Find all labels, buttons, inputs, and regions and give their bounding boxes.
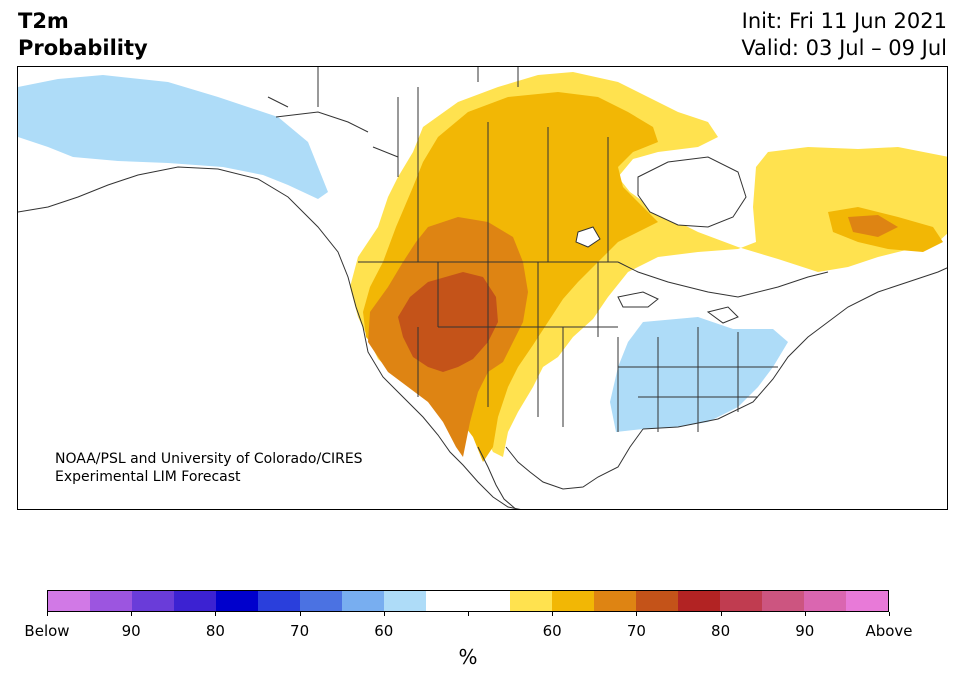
colorbar-segment <box>510 591 552 611</box>
colorbar-tick <box>215 612 217 616</box>
valid-date: Valid: 03 Jul – 09 Jul <box>741 36 947 60</box>
colorbar-segment <box>300 591 342 611</box>
colorbar-tick-label: Above <box>865 622 913 640</box>
title-variable: T2m <box>18 9 69 33</box>
colorbar-tick <box>552 612 554 616</box>
colorbar-tick <box>383 612 385 616</box>
colorbar-tick <box>804 612 806 616</box>
colorbar-tick-label: 60 <box>374 622 394 640</box>
colorbar-segment <box>762 591 804 611</box>
colorbar-tick-label: 80 <box>711 622 731 640</box>
colorbar-segment <box>258 591 300 611</box>
colorbar-segment <box>468 591 510 611</box>
colorbar-segment <box>720 591 762 611</box>
colorbar-unit: % <box>458 645 478 669</box>
below-normal-region-southeast <box>610 317 788 432</box>
colorbar-segment <box>594 591 636 611</box>
colorbar-segment <box>426 591 468 611</box>
data-credit: NOAA/PSL and University of Colorado/CIRE… <box>55 450 363 486</box>
colorbar-tick-label: 80 <box>205 622 225 640</box>
colorbar-segment <box>342 591 384 611</box>
colorbar-segment <box>90 591 132 611</box>
colorbar-segment <box>132 591 174 611</box>
colorbar-tick <box>720 612 722 616</box>
probability-map <box>17 66 948 510</box>
colorbar-tick <box>299 612 301 616</box>
colorbar-segment <box>678 591 720 611</box>
coastlines-and-borders <box>18 67 947 509</box>
colorbar-segment <box>384 591 426 611</box>
colorbar-segment <box>636 591 678 611</box>
colorbar-segment <box>48 591 90 611</box>
init-date: Init: Fri 11 Jun 2021 <box>741 9 947 33</box>
colorbar-tick <box>47 612 48 616</box>
colorbar-segment <box>216 591 258 611</box>
colorbar-tick-label: 90 <box>121 622 141 640</box>
above-70-80-region-east <box>848 215 898 237</box>
colorbar-tick <box>636 612 638 616</box>
colorbar-tick <box>889 612 890 616</box>
colorbar-tick-label: 60 <box>542 622 562 640</box>
credit-line-1: NOAA/PSL and University of Colorado/CIRE… <box>55 451 363 467</box>
below-normal-region-alaska <box>18 75 328 199</box>
lakes <box>575 156 747 324</box>
colorbar-tick-label: 90 <box>795 622 815 640</box>
colorbar-segment <box>804 591 846 611</box>
forecast-dates: Init: Fri 11 Jun 2021 Valid: 03 Jul – 09… <box>741 8 947 62</box>
colorbar-segment <box>846 591 888 611</box>
colorbar-segment <box>552 591 594 611</box>
colorbar <box>47 590 889 612</box>
colorbar-tick-label: 70 <box>290 622 310 640</box>
colorbar-tick <box>131 612 133 616</box>
title-subtitle: Probability <box>18 36 148 60</box>
colorbar-tick-label: 70 <box>626 622 646 640</box>
colorbar-segment <box>174 591 216 611</box>
credit-line-2: Experimental LIM Forecast <box>55 469 241 485</box>
above-80-90-region <box>398 272 498 372</box>
colorbar-tick-label: Below <box>24 622 70 640</box>
colorbar-tick <box>468 612 469 616</box>
map-canvas <box>18 67 947 509</box>
map-title: T2m Probability <box>18 8 148 62</box>
